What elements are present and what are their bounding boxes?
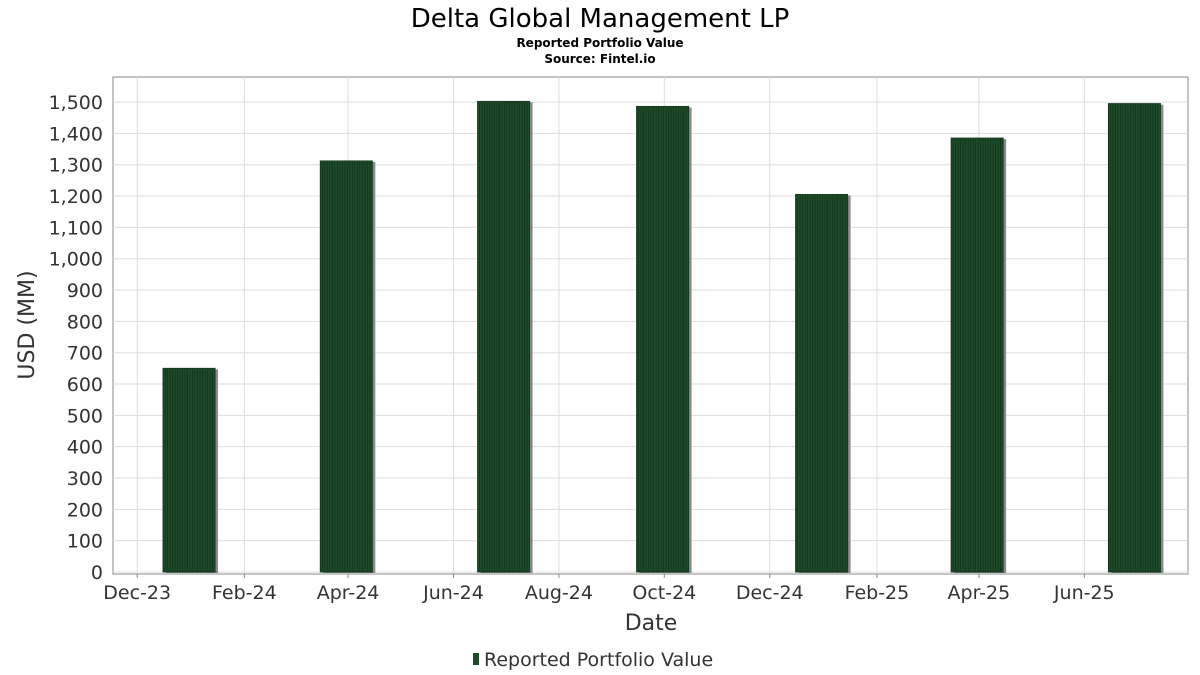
bar [162,367,216,573]
y-tick-label: 200 [67,499,103,521]
y-tick-label: 600 [67,374,103,396]
x-axis-label: Date [625,611,678,636]
y-tick-label: 1,200 [49,186,103,208]
y-tick-label: 0 [91,562,103,584]
x-axis-ticks: Dec-23 Feb-24 Apr-24 Jun-24 Aug-24 Oct-24 Dec-… [103,573,1188,604]
y-tick-label: 700 [67,343,103,365]
legend-label: Reported Portfolio Value [484,649,713,671]
x-tick-label: Dec-24 [736,582,804,604]
y-axis-label: USD (MM) [15,270,40,379]
bar [636,105,690,573]
legend-swatch [473,653,479,665]
y-tick-label: 100 [67,531,103,553]
x-tick-label: Oct-24 [632,582,696,604]
bar [1107,103,1161,573]
y-tick-label: 500 [67,405,103,427]
x-tick-label: Feb-25 [845,582,910,604]
y-tick-label: 1,400 [49,123,103,145]
bar [477,100,531,573]
y-axis-ticks: 0 100 200 300 400 500 600 700 800 900 1,000 1,100 1,… [49,92,103,584]
y-tick-label: 1,500 [49,92,103,114]
y-tick-label: 900 [67,280,103,302]
chart-title: Delta Global Management LP [411,4,790,34]
x-tick-label: Aug-24 [525,582,593,604]
x-tick-label: Jun-24 [422,582,484,604]
x-tick-label: Feb-24 [212,582,277,604]
bar [319,160,373,573]
bar [795,193,849,573]
x-tick-label: Jun-25 [1053,582,1115,604]
y-tick-label: 1,100 [49,217,103,239]
y-tick-label: 800 [67,311,103,333]
y-tick-label: 300 [67,468,103,490]
bars [162,100,1164,573]
x-tick-label: Apr-25 [948,582,1011,604]
y-tick-label: 1,300 [49,155,103,177]
y-tick-label: 1,000 [49,249,103,271]
chart-subtitle-1: Reported Portfolio Value [516,36,683,50]
x-tick-label: Apr-24 [317,582,380,604]
legend: Reported Portfolio Value [473,649,713,671]
x-tick-label: Dec-23 [103,582,171,604]
y-tick-label: 400 [67,437,103,459]
chart-subtitle-2: Source: Fintel.io [544,52,655,66]
bar [950,137,1004,573]
